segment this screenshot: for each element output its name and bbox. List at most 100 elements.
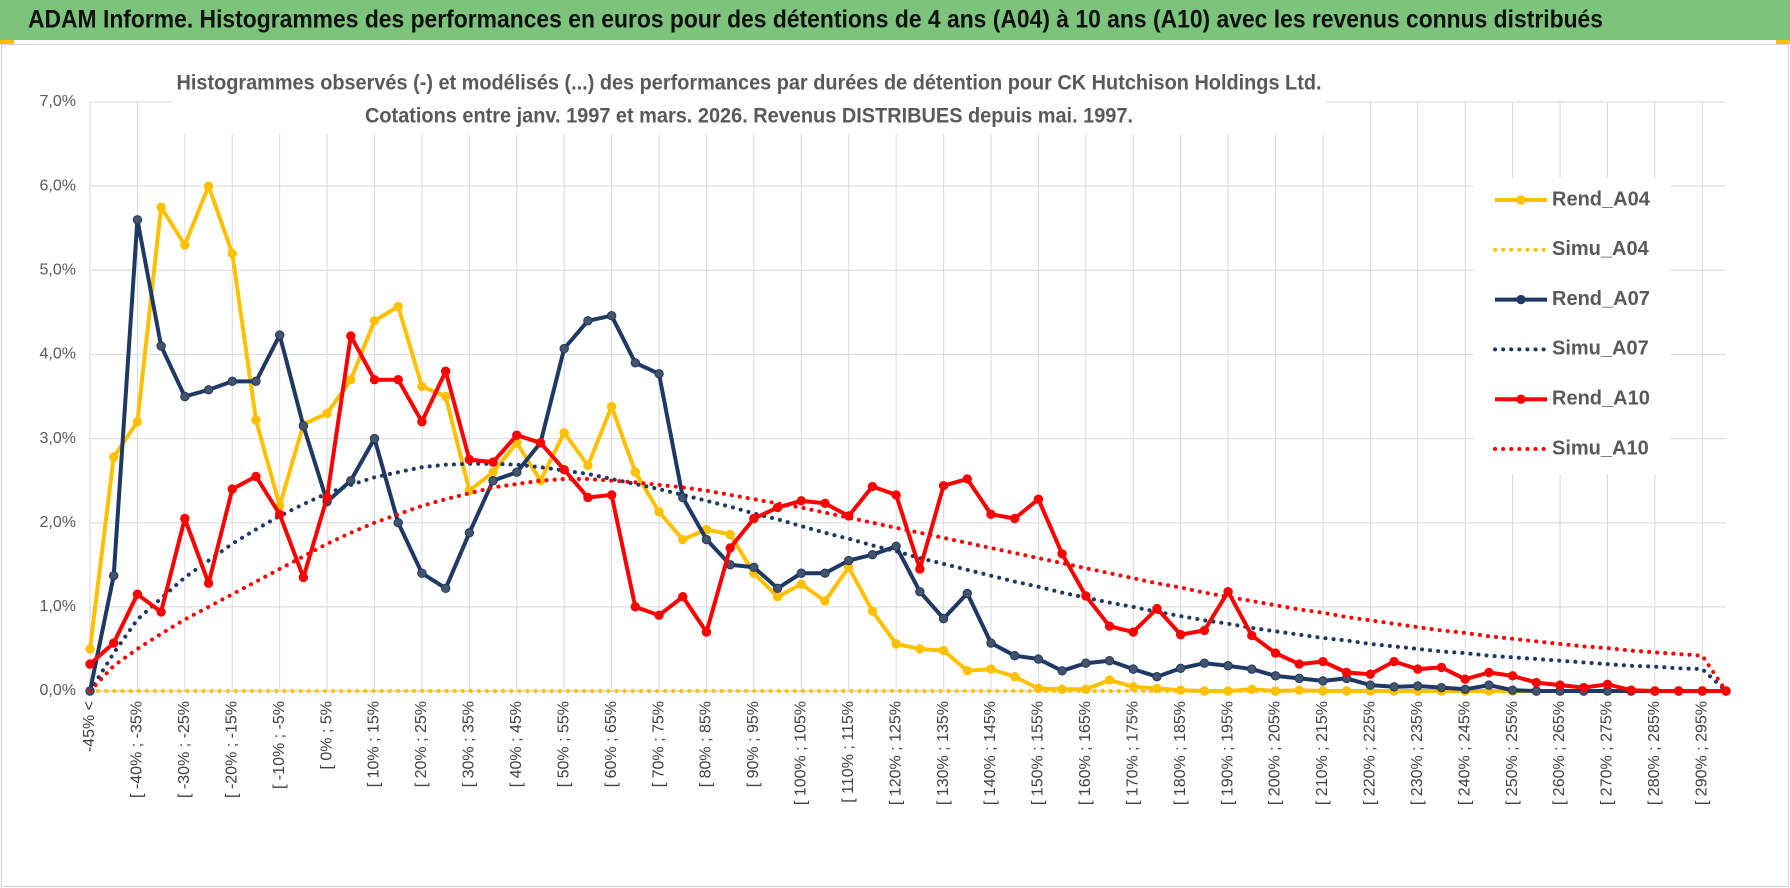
data-point — [749, 513, 759, 524]
data-point — [1081, 658, 1091, 668]
data-point — [156, 341, 166, 351]
data-point — [1436, 662, 1447, 673]
data-point — [464, 528, 475, 538]
data-point — [1223, 587, 1233, 597]
y-tick-label: 2,0% — [40, 514, 76, 531]
x-tick-label: [ -30% ; -25% — [176, 701, 193, 798]
x-tick-label: [ 290% ; 295% — [1694, 701, 1711, 805]
data-point — [891, 639, 901, 649]
series-line — [88, 461, 1728, 693]
x-tick-label: [ 160% ; 165% — [1077, 701, 1094, 805]
data-point — [369, 316, 380, 326]
data-point — [559, 465, 569, 475]
legend-marker — [1516, 195, 1526, 205]
data-point — [1081, 591, 1091, 601]
data-point — [440, 583, 451, 594]
x-tick-label: [ 120% ; 125% — [887, 701, 904, 805]
data-point — [583, 492, 593, 503]
data-point — [180, 391, 190, 402]
x-tick-label: [ 110% ; 115% — [840, 701, 857, 803]
data-point — [1602, 679, 1613, 689]
data-point — [346, 374, 356, 385]
legend-label: Simu_A10 — [1552, 437, 1649, 459]
data-point — [630, 602, 641, 612]
data-point — [1460, 674, 1470, 684]
data-point — [227, 376, 237, 387]
x-tick-label: [ 240% ; 245% — [1456, 701, 1473, 805]
data-point — [203, 181, 214, 191]
x-tick-label: [ 90% ; 95% — [745, 701, 762, 787]
data-point — [85, 644, 95, 654]
data-point — [156, 607, 166, 617]
data-point — [1531, 677, 1542, 688]
data-point — [891, 490, 901, 500]
data-point — [1365, 680, 1376, 690]
data-point — [1223, 661, 1233, 671]
data-point — [1128, 627, 1138, 637]
data-point — [986, 509, 996, 519]
x-tick-label: [ 270% ; 275% — [1599, 701, 1616, 805]
data-point — [203, 385, 214, 395]
x-tick-label: [ 80% ; 85% — [698, 701, 715, 787]
data-point — [559, 427, 569, 438]
data-point — [1104, 656, 1115, 666]
data-point — [915, 564, 925, 574]
data-point — [417, 381, 427, 392]
data-point — [109, 452, 119, 462]
data-point — [1270, 648, 1281, 658]
data-point — [986, 638, 996, 648]
data-point — [1413, 681, 1423, 691]
y-tick-label: 5,0% — [40, 262, 76, 279]
data-point — [1009, 650, 1020, 661]
data-point — [227, 484, 237, 494]
x-tick-label: [ 100% ; 105% — [793, 701, 810, 805]
data-point — [393, 301, 403, 312]
x-tick-label: -45% < — [81, 701, 98, 752]
data-point — [1555, 680, 1565, 690]
data-point — [1270, 671, 1281, 681]
data-point — [274, 330, 285, 340]
data-point — [1152, 671, 1162, 682]
data-point — [346, 331, 356, 341]
x-tick-label: [ 210% ; 215% — [1314, 701, 1331, 805]
data-point — [1579, 682, 1589, 693]
data-point — [1175, 629, 1186, 640]
data-point — [583, 316, 593, 326]
data-point — [274, 509, 285, 519]
header-title: ADAM Informe. Histogrammes des performan… — [28, 6, 1603, 34]
data-point — [369, 374, 380, 385]
data-point — [701, 627, 712, 637]
data-point — [393, 374, 403, 385]
data-point — [867, 606, 878, 616]
data-point — [322, 492, 332, 503]
data-point — [820, 498, 830, 509]
data-point — [654, 369, 664, 379]
series-line — [88, 217, 1726, 693]
data-point — [891, 541, 901, 551]
data-point — [440, 366, 451, 376]
data-point — [820, 596, 830, 606]
data-point — [1009, 513, 1020, 524]
data-point — [867, 481, 878, 492]
legend-label: Simu_A04 — [1552, 238, 1650, 260]
chart-subtitle: Cotations entre janv. 1997 et mars. 2026… — [365, 105, 1133, 128]
data-point — [1104, 675, 1115, 685]
x-tick-label: [ 30% ; 35% — [461, 701, 478, 787]
data-point — [1033, 494, 1044, 504]
data-point — [512, 467, 522, 477]
y-tick-label: 0,0% — [40, 682, 76, 699]
data-point — [85, 659, 95, 669]
data-point — [535, 438, 546, 448]
x-tick-label: [ 260% ; 265% — [1551, 701, 1568, 805]
data-point — [1341, 667, 1352, 678]
data-point — [1128, 664, 1138, 674]
data-point — [251, 376, 261, 387]
data-point — [132, 215, 143, 225]
x-tick-label: [ 150% ; 155% — [1030, 701, 1047, 805]
data-point — [488, 467, 498, 477]
chart-frame — [1, 44, 1789, 887]
data-point — [986, 664, 996, 674]
data-point — [109, 571, 119, 581]
series-line — [88, 333, 1726, 693]
